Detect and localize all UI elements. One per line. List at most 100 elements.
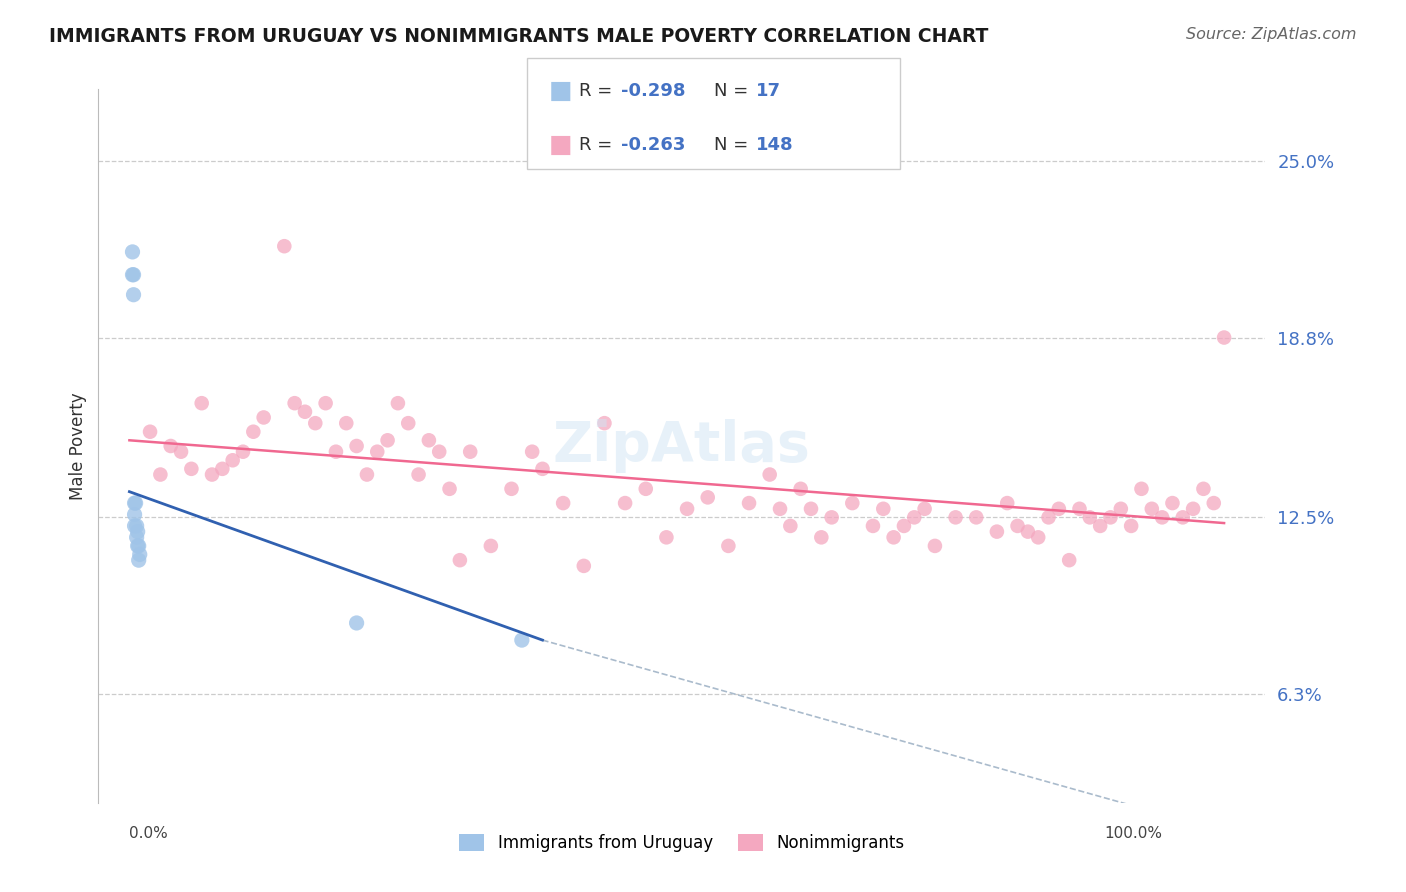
Point	[593, 416, 616, 430]
Point	[1078, 510, 1101, 524]
Point	[449, 553, 471, 567]
Point	[396, 416, 419, 430]
Point	[893, 519, 915, 533]
Point	[408, 467, 430, 482]
Text: 148: 148	[756, 136, 794, 154]
Point	[696, 491, 718, 505]
Point	[201, 467, 224, 482]
Point	[121, 268, 143, 282]
Point	[821, 510, 844, 524]
Point	[427, 444, 450, 458]
Text: ZipAtlas: ZipAtlas	[553, 419, 811, 473]
Point	[439, 482, 461, 496]
Point	[128, 539, 150, 553]
Text: ■: ■	[548, 79, 572, 103]
Point	[614, 496, 637, 510]
Point	[510, 633, 533, 648]
Point	[1161, 496, 1184, 510]
Point	[1109, 501, 1132, 516]
Point	[1026, 530, 1049, 544]
Point	[1017, 524, 1039, 539]
Text: R =: R =	[579, 136, 619, 154]
Point	[149, 467, 172, 482]
Legend: Immigrants from Uruguay, Nonimmigrants: Immigrants from Uruguay, Nonimmigrants	[453, 827, 911, 859]
Point	[346, 615, 368, 630]
Point	[841, 496, 863, 510]
Point	[717, 539, 740, 553]
Point	[1057, 553, 1080, 567]
Point	[738, 496, 761, 510]
Point	[800, 501, 823, 516]
Point	[125, 519, 148, 533]
Point	[553, 496, 575, 510]
Point	[122, 268, 145, 282]
Text: N =: N =	[714, 82, 754, 100]
Point	[315, 396, 337, 410]
Point	[883, 530, 905, 544]
Point	[479, 539, 502, 553]
Point	[387, 396, 409, 410]
Point	[128, 548, 150, 562]
Point	[1069, 501, 1091, 516]
Point	[159, 439, 181, 453]
Point	[924, 539, 946, 553]
Point	[170, 444, 193, 458]
Point	[335, 416, 357, 430]
Point	[965, 510, 987, 524]
Point	[634, 482, 657, 496]
Point	[1121, 519, 1143, 533]
Point	[572, 558, 595, 573]
Point	[1099, 510, 1122, 524]
Point	[1047, 501, 1070, 516]
Point	[995, 496, 1018, 510]
Point	[122, 287, 145, 301]
Text: 0.0%: 0.0%	[129, 826, 169, 840]
Point	[1192, 482, 1215, 496]
Text: -0.263: -0.263	[621, 136, 686, 154]
Point	[779, 519, 801, 533]
Point	[789, 482, 811, 496]
Point	[221, 453, 243, 467]
Point	[986, 524, 1008, 539]
Point	[520, 444, 543, 458]
Point	[655, 530, 678, 544]
Point	[346, 439, 368, 453]
Point	[190, 396, 212, 410]
Point	[127, 524, 149, 539]
Text: 17: 17	[756, 82, 782, 100]
Point	[1088, 519, 1111, 533]
Point	[1152, 510, 1174, 524]
Point	[531, 462, 554, 476]
Point	[139, 425, 162, 439]
Point	[1171, 510, 1194, 524]
Point	[232, 444, 254, 458]
Point	[769, 501, 792, 516]
Point	[253, 410, 276, 425]
Text: Source: ZipAtlas.com: Source: ZipAtlas.com	[1187, 27, 1357, 42]
Point	[914, 501, 936, 516]
Text: R =: R =	[579, 82, 619, 100]
Point	[377, 434, 399, 448]
Text: ■: ■	[548, 134, 572, 157]
Point	[124, 519, 146, 533]
Point	[211, 462, 233, 476]
Text: IMMIGRANTS FROM URUGUAY VS NONIMMIGRANTS MALE POVERTY CORRELATION CHART: IMMIGRANTS FROM URUGUAY VS NONIMMIGRANTS…	[49, 27, 988, 45]
Point	[903, 510, 925, 524]
Point	[1182, 501, 1205, 516]
Point	[1038, 510, 1060, 524]
Point	[366, 444, 388, 458]
Point	[325, 444, 347, 458]
Point	[356, 467, 378, 482]
Point	[304, 416, 326, 430]
Point	[1202, 496, 1225, 510]
Point	[124, 508, 146, 522]
Text: -0.298: -0.298	[621, 82, 686, 100]
Point	[945, 510, 967, 524]
Point	[676, 501, 699, 516]
Point	[284, 396, 307, 410]
Point	[128, 553, 150, 567]
Point	[124, 496, 146, 510]
Point	[124, 496, 146, 510]
Point	[1130, 482, 1153, 496]
Point	[294, 405, 316, 419]
